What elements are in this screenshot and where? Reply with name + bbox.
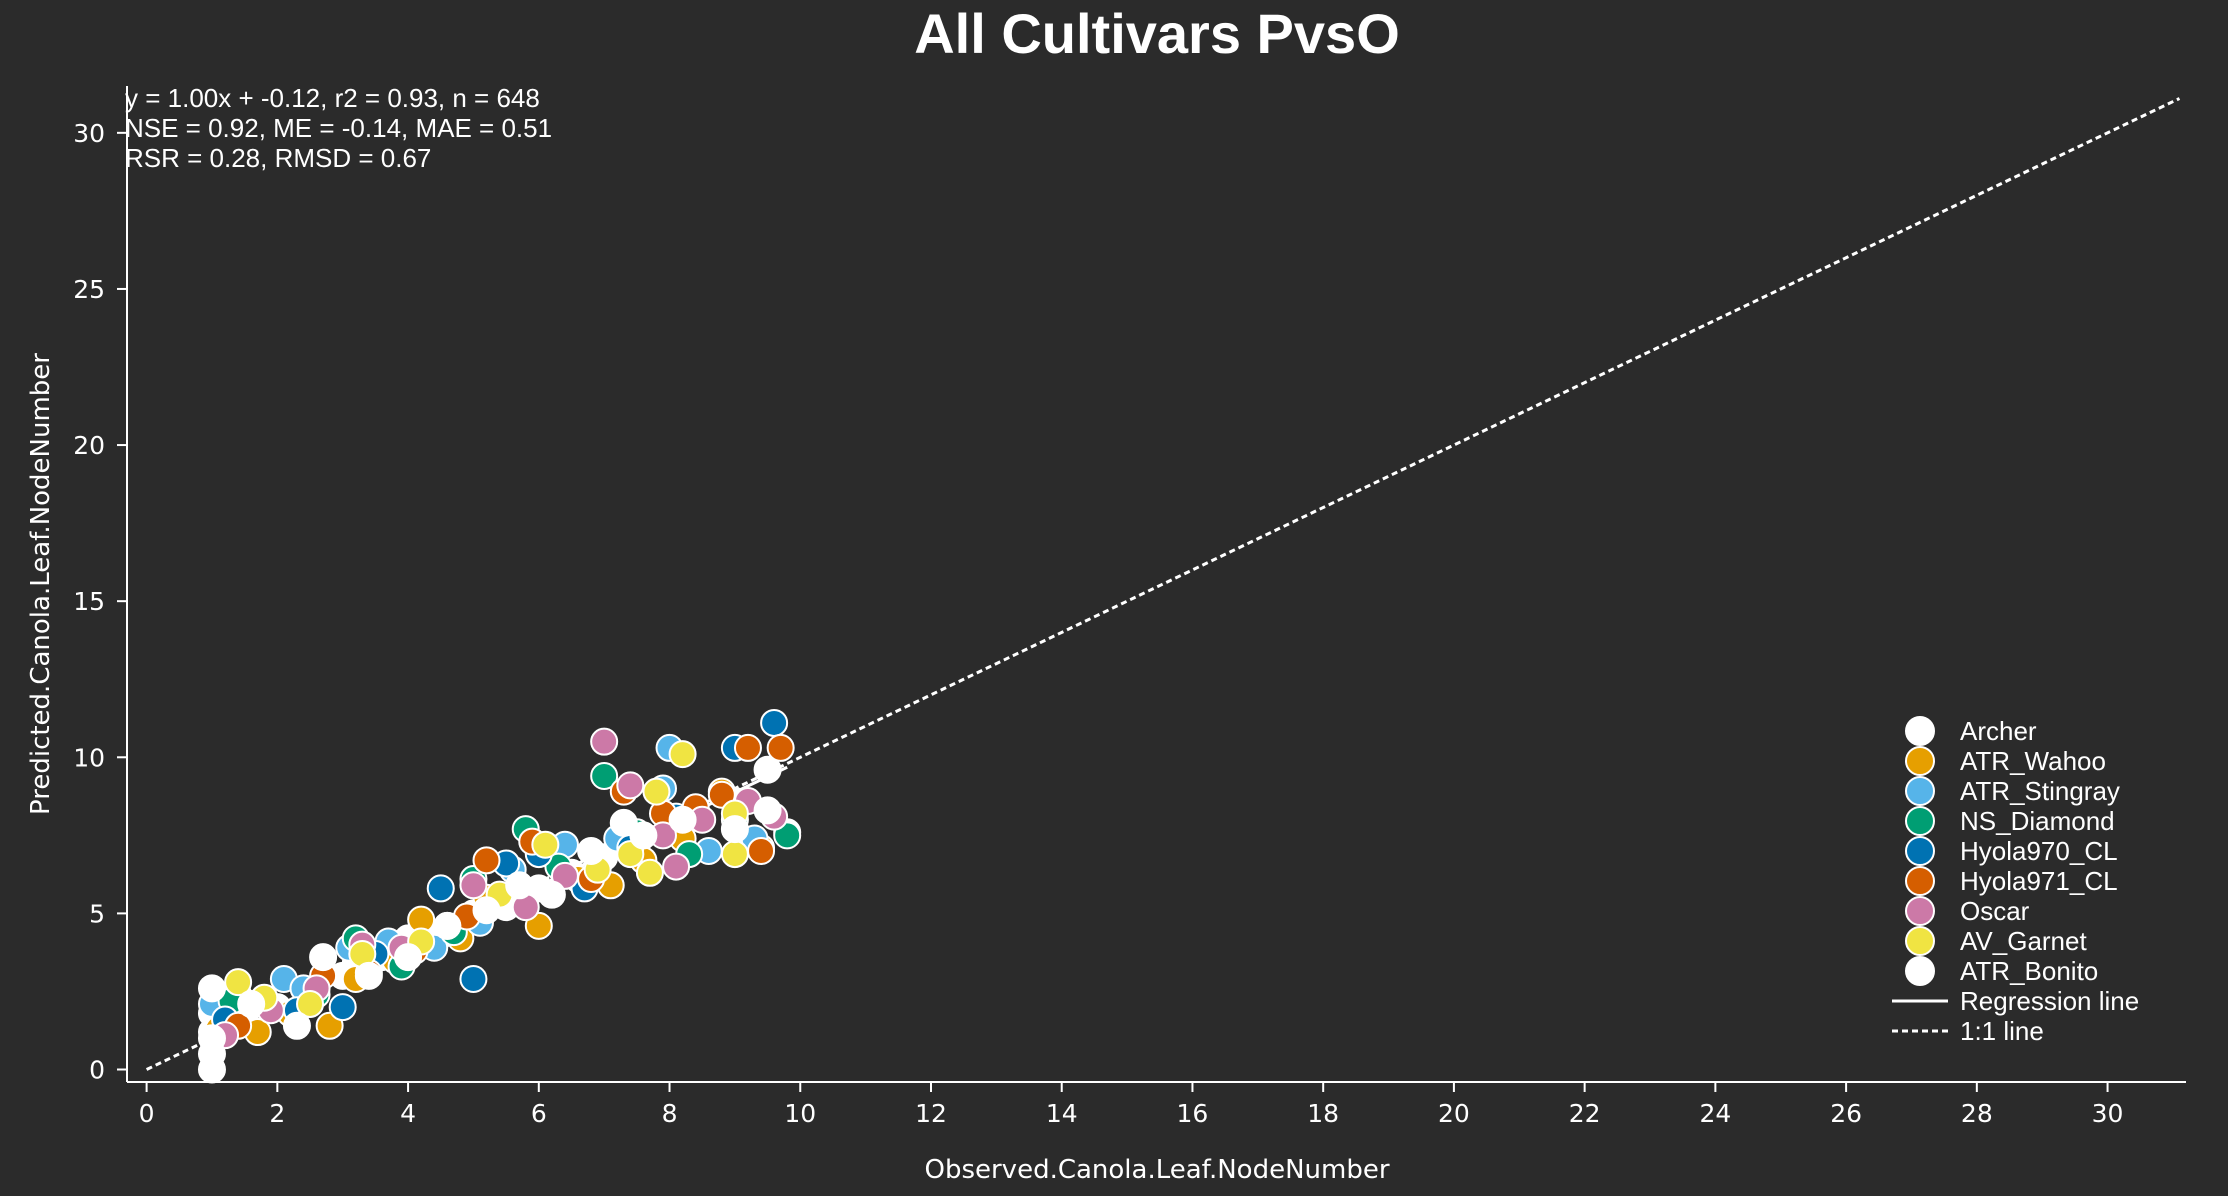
data-point xyxy=(433,911,462,940)
x-tick-label: 28 xyxy=(1961,1099,1993,1128)
data-point xyxy=(197,1024,226,1053)
stats-line-3: RSR = 0.28, RMSD = 0.67 xyxy=(125,143,431,173)
y-tick-label: 20 xyxy=(73,431,105,460)
data-point xyxy=(766,733,795,762)
legend-marker xyxy=(1905,776,1935,806)
legend-label: Hyola970_CL xyxy=(1960,836,2118,866)
data-point xyxy=(328,993,357,1022)
data-point xyxy=(237,989,266,1018)
legend-marker xyxy=(1905,956,1935,986)
series-atr-bonito xyxy=(197,796,782,1084)
y-tick-label: 25 xyxy=(73,275,105,304)
legend-label: Hyola971_CL xyxy=(1960,866,2118,896)
legend-label: 1:1 line xyxy=(1960,1016,2044,1046)
x-tick-label: 16 xyxy=(1177,1099,1209,1128)
x-tick-label: 20 xyxy=(1438,1099,1470,1128)
legend-marker xyxy=(1905,716,1935,746)
x-tick-label: 30 xyxy=(2092,1099,2124,1128)
data-point xyxy=(668,805,697,834)
data-point xyxy=(616,771,645,800)
legend-marker xyxy=(1905,806,1935,836)
data-point xyxy=(354,961,383,990)
data-points xyxy=(197,708,802,1084)
data-point xyxy=(537,880,566,909)
data-point xyxy=(609,808,638,837)
data-point xyxy=(668,740,697,769)
x-tick-label: 6 xyxy=(531,1099,547,1128)
data-point xyxy=(472,846,501,875)
legend-marker xyxy=(1905,746,1935,776)
data-point xyxy=(642,777,671,806)
y-tick-label: 30 xyxy=(73,119,105,148)
legend-label: Regression line xyxy=(1960,986,2139,1016)
stats-line-2: NSE = 0.92, ME = -0.14, MAE = 0.51 xyxy=(125,113,552,143)
data-point xyxy=(426,874,455,903)
legend-label: NS_Diamond xyxy=(1960,806,2115,836)
data-point xyxy=(753,755,782,784)
y-ticks: 0 5 10 15 20 25 30 xyxy=(73,119,127,1085)
x-tick-label: 2 xyxy=(269,1099,285,1128)
x-tick-label: 4 xyxy=(400,1099,416,1128)
data-point xyxy=(505,871,534,900)
data-point xyxy=(720,840,749,869)
x-tick-label: 24 xyxy=(1699,1099,1731,1128)
data-point xyxy=(753,796,782,825)
data-point xyxy=(282,1011,311,1040)
x-tick-label: 22 xyxy=(1569,1099,1601,1128)
data-point xyxy=(394,943,423,972)
data-point xyxy=(459,964,488,993)
data-point xyxy=(720,815,749,844)
x-tick-label: 12 xyxy=(915,1099,947,1128)
data-point xyxy=(662,852,691,881)
x-ticks: 0 2 4 6 8 10 12 14 16 18 20 22 24 26 28 30 xyxy=(139,1082,2124,1128)
stats-annotation: y = 1.00x + -0.12, r2 = 0.93, n = 648 NS… xyxy=(125,83,552,173)
y-tick-label: 10 xyxy=(73,743,105,772)
data-point xyxy=(197,974,226,1003)
data-point xyxy=(531,830,560,859)
y-axis-label: Predicted.Canola.Leaf.NodeNumber xyxy=(26,353,56,815)
legend-label: Archer xyxy=(1960,716,2037,746)
data-point xyxy=(224,968,253,997)
x-tick-label: 14 xyxy=(1046,1099,1078,1128)
x-tick-label: 8 xyxy=(662,1099,678,1128)
x-tick-label: 10 xyxy=(784,1099,816,1128)
legend-label: ATR_Wahoo xyxy=(1960,746,2106,776)
legend: ArcherATR_WahooATR_StingrayNS_DiamondHyo… xyxy=(1892,716,2139,1046)
x-tick-label: 18 xyxy=(1307,1099,1339,1128)
legend-label: ATR_Bonito xyxy=(1960,956,2098,986)
data-point xyxy=(590,762,619,791)
y-tick-label: 5 xyxy=(89,899,105,928)
data-point xyxy=(747,836,776,865)
stats-line-1: y = 1.00x + -0.12, r2 = 0.93, n = 648 xyxy=(125,83,540,113)
data-point xyxy=(472,896,501,925)
legend-marker xyxy=(1905,836,1935,866)
x-tick-label: 26 xyxy=(1830,1099,1862,1128)
legend-label: AV_Garnet xyxy=(1960,926,2087,956)
data-point xyxy=(635,858,664,887)
data-point xyxy=(296,989,325,1018)
data-point xyxy=(577,836,606,865)
legend-marker xyxy=(1905,896,1935,926)
data-point xyxy=(760,708,789,737)
data-point xyxy=(309,943,338,972)
data-point xyxy=(459,871,488,900)
x-tick-label: 0 xyxy=(139,1099,155,1128)
y-tick-label: 15 xyxy=(73,587,105,616)
y-tick-label: 0 xyxy=(89,1056,105,1085)
data-point xyxy=(733,733,762,762)
legend-label: ATR_Stingray xyxy=(1960,776,2120,806)
legend-marker xyxy=(1905,926,1935,956)
x-axis-label: Observed.Canola.Leaf.NodeNumber xyxy=(924,1155,1389,1185)
data-point xyxy=(629,821,658,850)
chart-title: All Cultivars PvsO xyxy=(914,2,1400,65)
data-point xyxy=(590,727,619,756)
legend-label: Oscar xyxy=(1960,896,2030,926)
legend-marker xyxy=(1905,866,1935,896)
